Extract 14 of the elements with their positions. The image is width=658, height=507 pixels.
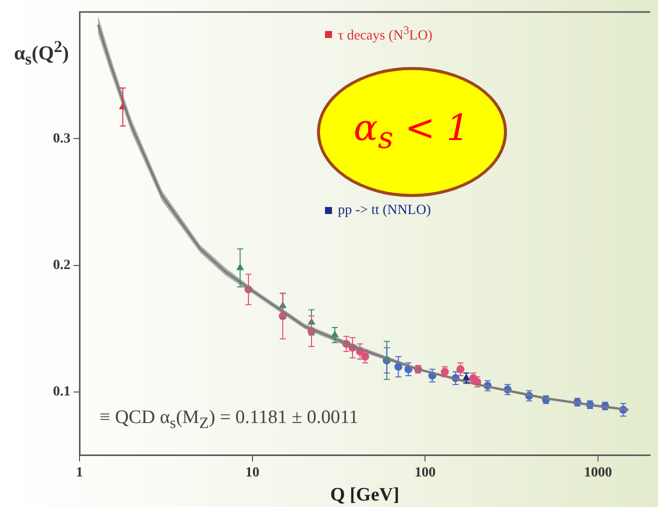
x-tick-label: 1000 <box>584 465 612 480</box>
y-axis-title: α$_{s}$(Q$^{2}$) <box>14 37 69 70</box>
legend-label: pp -> tt (NNLO) <box>338 202 431 219</box>
annotation: α$_{s}$ < 1 <box>354 108 470 156</box>
legend-label: τ decays (N$^{3}$LO) <box>338 24 432 45</box>
ellipse-callout: α$_{s}$ < 1 <box>316 67 506 197</box>
y-tick-label: 0.2 <box>53 258 70 273</box>
x-tick-label: 10 <box>245 465 260 480</box>
y-tick-label: 0.3 <box>53 131 70 146</box>
annotation: ≡ QCD α$_{s}$(M$_{Z}$) = 0.1181 ± 0.0011 <box>100 407 358 434</box>
x-tick-label: 1 <box>76 465 83 480</box>
x-tick-label: 100 <box>414 465 436 480</box>
y-tick-label: 0.1 <box>53 384 70 400</box>
x-axis-title: Q [GeV] <box>330 484 400 506</box>
